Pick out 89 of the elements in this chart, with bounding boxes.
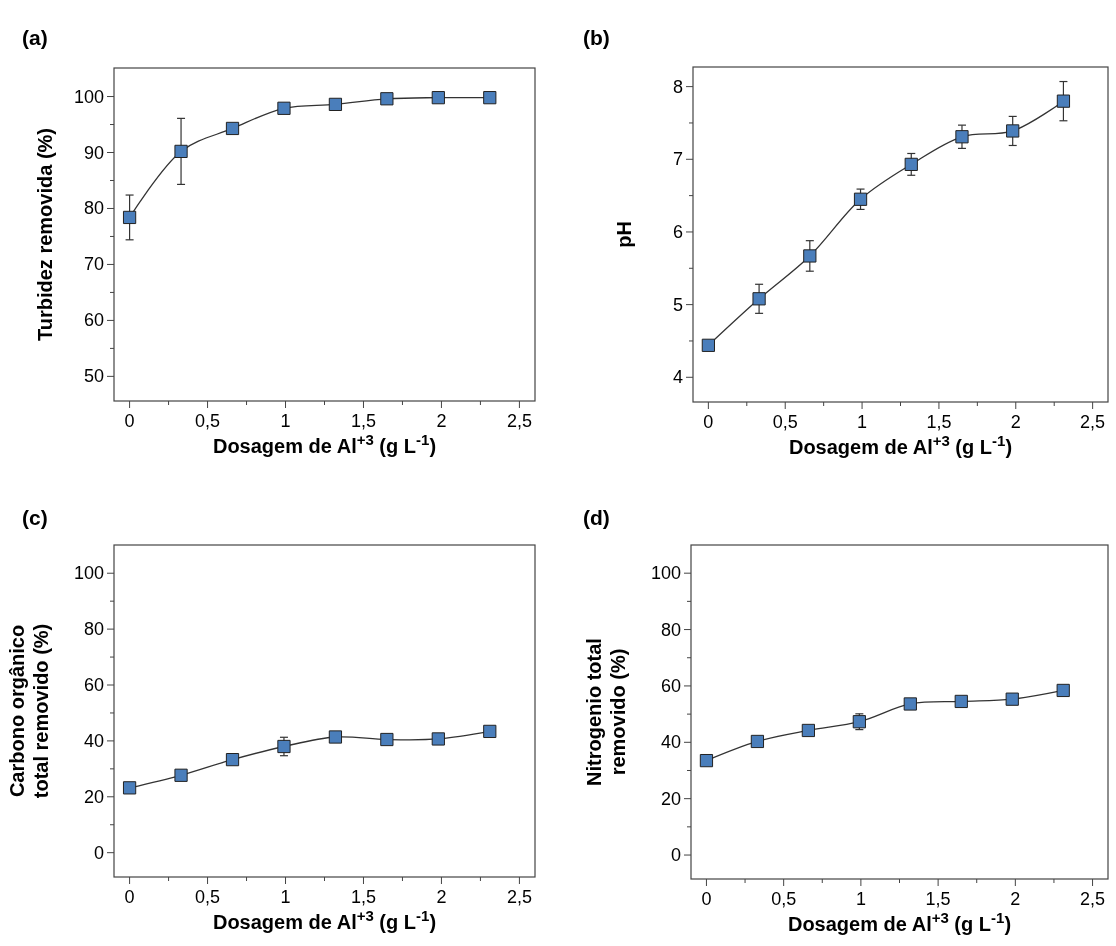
point bbox=[904, 157, 918, 171]
point bbox=[750, 734, 765, 749]
y-tick-label: 5 bbox=[672, 294, 683, 315]
y-tick-label: 90 bbox=[83, 142, 104, 163]
point bbox=[225, 121, 240, 136]
x-tick-label: 2 bbox=[1010, 889, 1021, 909]
y-tick-label: 8 bbox=[672, 76, 683, 97]
x-tick-label: 1,5 bbox=[926, 412, 952, 432]
x-tick-label: 1,5 bbox=[350, 411, 376, 431]
chart-title: (d) bbox=[583, 506, 610, 530]
point bbox=[1056, 94, 1071, 108]
y-tick-label: 0 bbox=[93, 842, 104, 863]
x-axis-title: Dosagem de Al$^{+3}$ (g L$^{-1}$) bbox=[212, 906, 437, 933]
point bbox=[752, 292, 766, 306]
y-tick-label: 0 bbox=[670, 845, 681, 866]
x-tick-label: 2,5 bbox=[506, 411, 532, 431]
y-tick-label: 100 bbox=[73, 86, 104, 107]
point bbox=[431, 732, 445, 746]
x-tick-label: 1 bbox=[280, 411, 291, 431]
point bbox=[1005, 692, 1019, 706]
y-axis-title: Carbono orgânico total removido (%) bbox=[6, 623, 52, 799]
x-tick-label: 0 bbox=[701, 889, 712, 909]
x-tick-label: 1,5 bbox=[925, 889, 951, 909]
y-tick-label: 6 bbox=[672, 221, 683, 242]
x-tick-label: 1 bbox=[855, 889, 866, 909]
y-tick-label: 80 bbox=[83, 619, 104, 640]
y-tick-label: 100 bbox=[650, 563, 681, 584]
chart-title: (b) bbox=[583, 26, 610, 50]
point bbox=[277, 101, 291, 115]
point bbox=[431, 91, 445, 105]
point bbox=[225, 753, 240, 767]
point bbox=[954, 694, 968, 709]
point bbox=[328, 730, 343, 744]
y-tick-label: 4 bbox=[672, 367, 683, 388]
y-tick-label: 40 bbox=[83, 730, 104, 751]
y-tick-label: 50 bbox=[83, 366, 104, 387]
x-tick-label: 2 bbox=[436, 887, 447, 907]
y-tick-label: 70 bbox=[83, 254, 104, 275]
y-tick-label: 100 bbox=[73, 563, 104, 584]
y-tick-label: 80 bbox=[660, 619, 681, 640]
x-axis-title: Dosagem de Al$^{+3}$ (g L$^{-1}$) bbox=[788, 431, 1013, 458]
point bbox=[701, 338, 715, 352]
x-tick-label: 0,5 bbox=[772, 412, 798, 432]
y-tick-label: 7 bbox=[672, 149, 683, 170]
x-tick-label: 2,5 bbox=[506, 887, 532, 907]
y-tick-label: 20 bbox=[83, 786, 104, 807]
point bbox=[1006, 124, 1020, 138]
y-axis-title: Nitrogenio total removido (%) bbox=[583, 638, 629, 786]
x-axis-title: Dosagem de Al$^{+3}$ (g L$^{-1}$) bbox=[212, 430, 437, 457]
y-tick-label: 20 bbox=[660, 788, 681, 809]
x-tick-label: 0 bbox=[703, 412, 714, 432]
y-tick-label: 60 bbox=[660, 675, 681, 696]
point bbox=[174, 768, 188, 782]
point bbox=[483, 724, 497, 739]
x-axis-title: Dosagem de Al$^{+3}$ (g L$^{-1}$) bbox=[787, 908, 1012, 935]
y-axis-title: pH bbox=[613, 221, 635, 248]
x-tick-label: 1 bbox=[280, 887, 291, 907]
x-tick-label: 2 bbox=[436, 411, 447, 431]
x-tick-label: 1,5 bbox=[350, 887, 376, 907]
y-tick-label: 60 bbox=[83, 675, 104, 696]
point bbox=[699, 754, 714, 768]
point bbox=[801, 723, 815, 738]
point bbox=[903, 697, 917, 711]
x-tick-label: 2 bbox=[1010, 412, 1021, 432]
point bbox=[483, 91, 497, 105]
point bbox=[955, 130, 969, 144]
x-tick-label: 0,5 bbox=[771, 889, 797, 909]
point bbox=[803, 249, 817, 263]
point bbox=[380, 732, 394, 747]
x-tick-label: 0,5 bbox=[195, 887, 221, 907]
point bbox=[174, 144, 188, 159]
x-tick-label: 2,5 bbox=[1080, 412, 1106, 432]
point bbox=[853, 192, 868, 206]
y-tick-label: 40 bbox=[660, 732, 681, 753]
y-tick-label: 60 bbox=[83, 310, 104, 331]
y-tick-label: 80 bbox=[83, 198, 104, 219]
point bbox=[1056, 683, 1070, 698]
point bbox=[328, 97, 343, 111]
chart-title: (c) bbox=[22, 506, 48, 530]
x-tick-label: 0,5 bbox=[195, 411, 221, 431]
point bbox=[122, 781, 137, 795]
y-axis-title: Turbidez removida (%) bbox=[34, 128, 56, 341]
chart-title: (a) bbox=[22, 26, 48, 50]
x-tick-label: 0 bbox=[124, 887, 135, 907]
x-tick-label: 1 bbox=[857, 412, 868, 432]
point bbox=[380, 92, 394, 106]
x-tick-label: 2,5 bbox=[1080, 889, 1106, 909]
x-tick-label: 0 bbox=[124, 411, 135, 431]
point bbox=[122, 210, 137, 225]
